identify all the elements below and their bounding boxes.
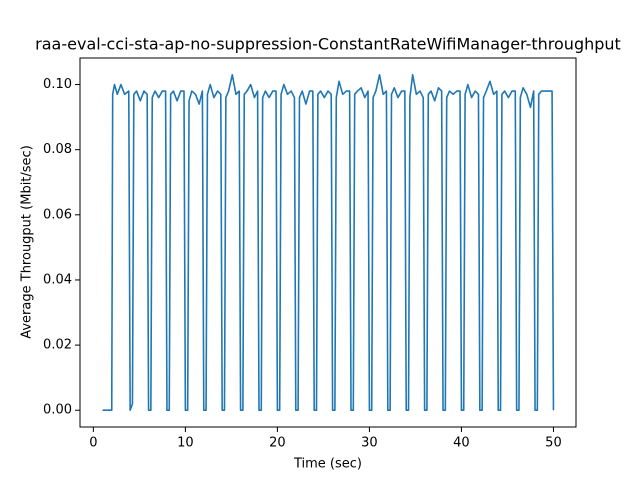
x-tick-label: 0 — [89, 436, 97, 451]
y-tick-label: 0.00 — [43, 403, 72, 418]
y-tick-label: 0.02 — [43, 338, 72, 353]
plot-frame — [79, 57, 577, 428]
x-tick-label: 40 — [453, 436, 470, 451]
x-axis-label: Time (sec) — [293, 457, 362, 472]
x-tick-label: 20 — [269, 436, 286, 451]
y-axis-label: Average Througput (Mbit/sec) — [20, 145, 35, 339]
x-tick-label: 50 — [545, 436, 562, 451]
data-line — [102, 73, 555, 412]
y-tick-label: 0.10 — [43, 77, 72, 92]
y-tick-label: 0.08 — [43, 142, 72, 157]
chart-title: raa-eval-cci-sta-ap-no-suppression-Const… — [35, 35, 621, 54]
y-tick-label: 0.06 — [43, 207, 72, 222]
y-tick-label: 0.04 — [43, 272, 72, 287]
x-tick-label: 10 — [177, 436, 194, 451]
x-tick-label: 30 — [361, 436, 378, 451]
